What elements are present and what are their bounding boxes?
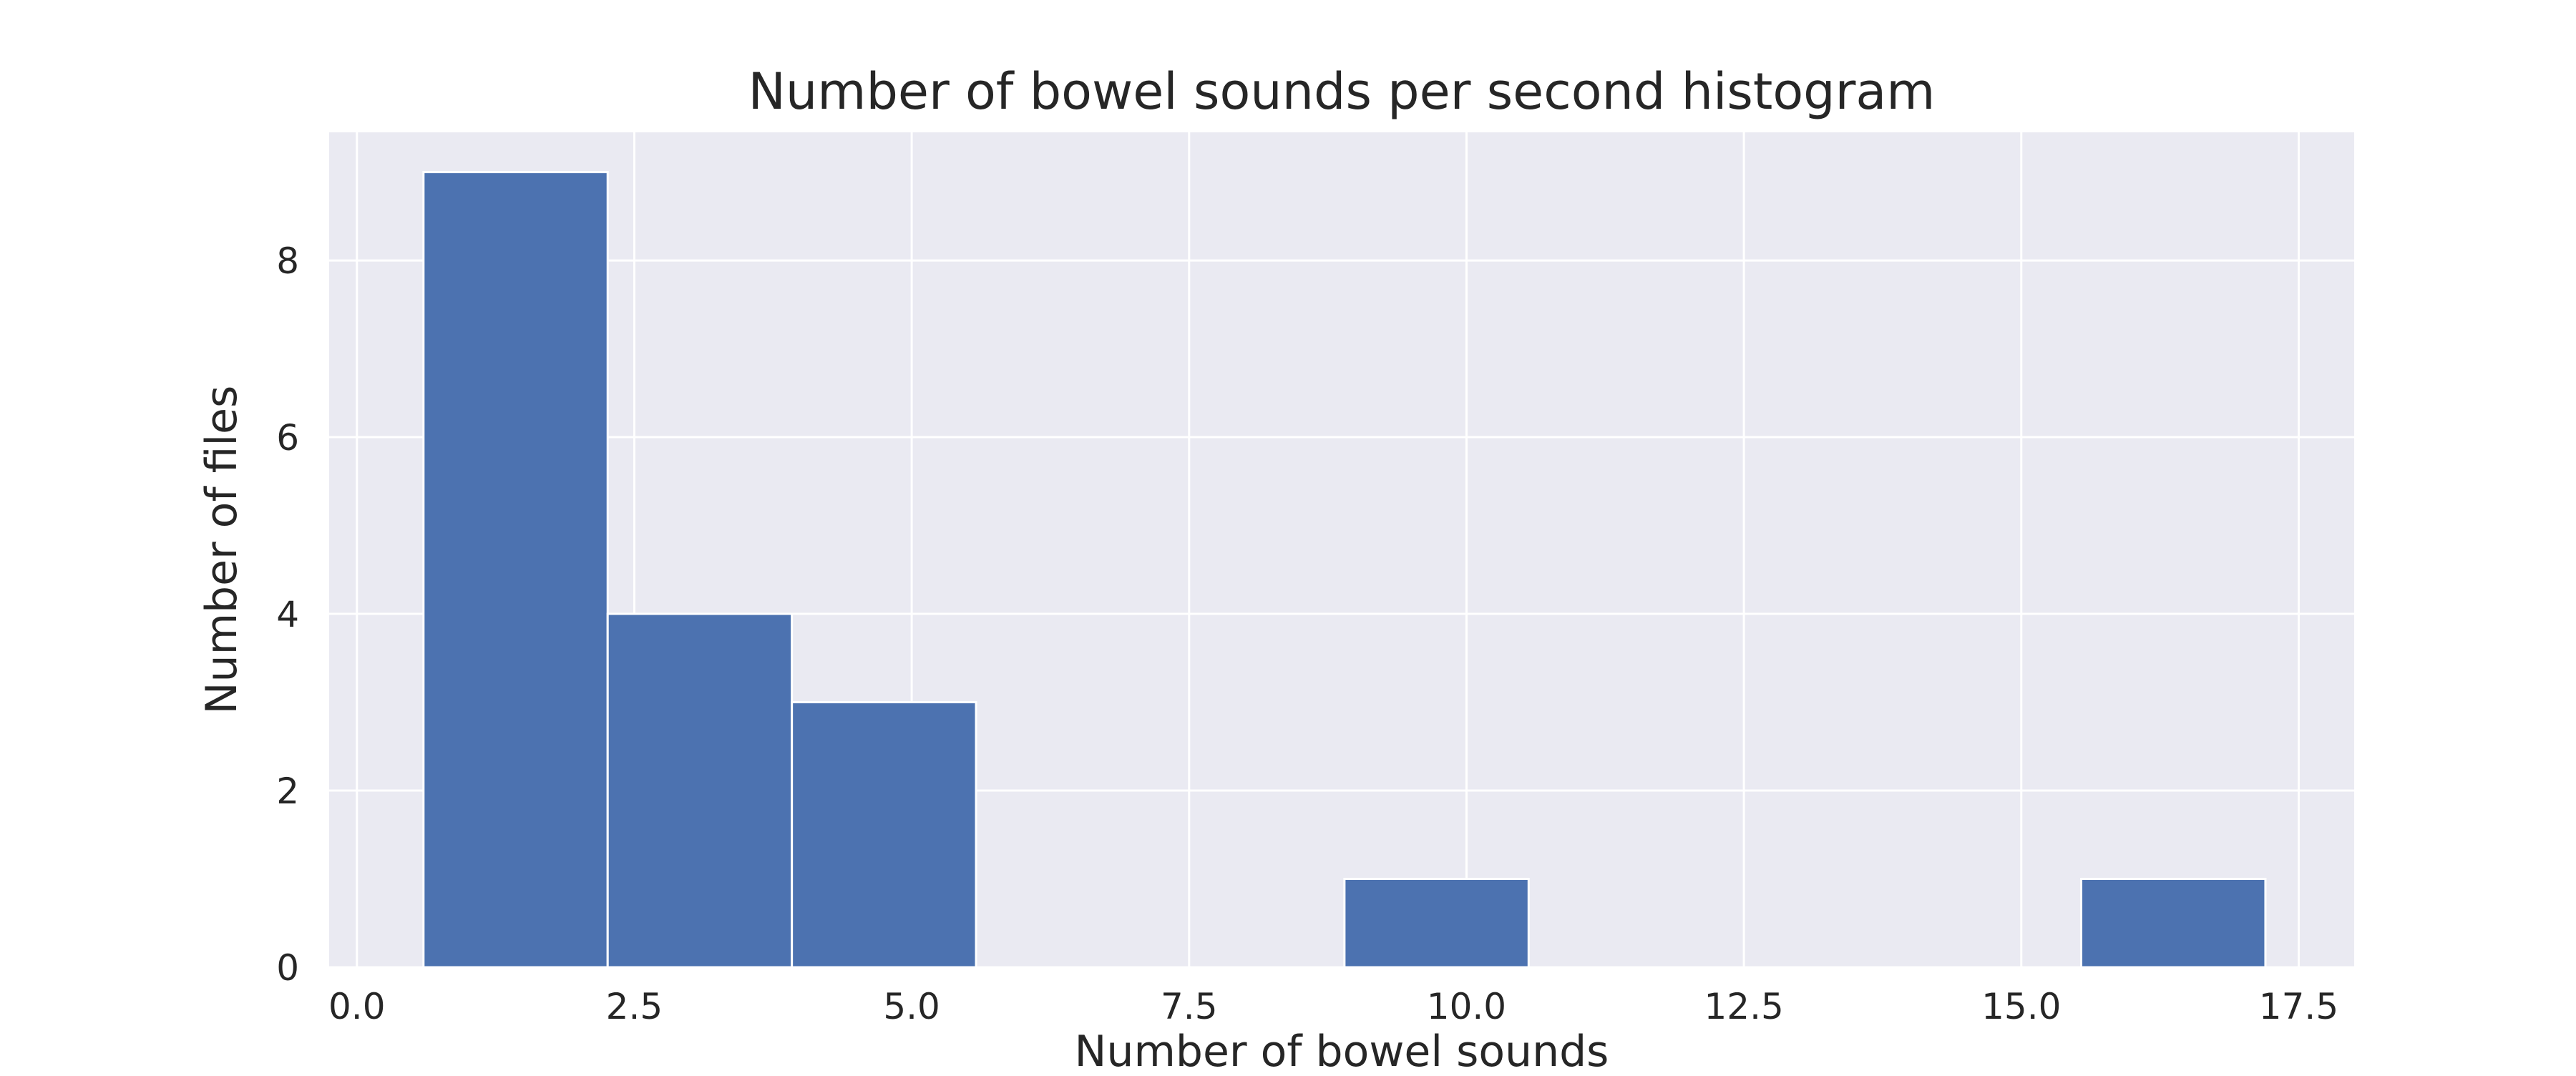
y-tick-label-4: 8 xyxy=(276,240,299,282)
x-tick-label-7: 17.5 xyxy=(2259,986,2338,1027)
y-tick-label-1: 2 xyxy=(276,771,299,812)
y-axis-title: Number of files xyxy=(197,386,247,715)
histogram-bar-0 xyxy=(422,171,609,969)
x-tick-label-1: 2.5 xyxy=(606,986,663,1027)
chart-title: Number of bowel sounds per second histog… xyxy=(748,62,1936,121)
x-tick-label-3: 7.5 xyxy=(1161,986,1218,1027)
y-tick-label-2: 4 xyxy=(276,594,299,635)
histogram-bar-2 xyxy=(791,701,977,969)
histogram-bar-1 xyxy=(606,612,794,969)
histogram-bar-5 xyxy=(1343,878,1530,969)
x-tick-label-5: 12.5 xyxy=(1704,986,1783,1027)
histogram-bars xyxy=(422,171,2267,969)
x-tick-label-4: 10.0 xyxy=(1427,986,1506,1027)
histogram-bar-9 xyxy=(2080,878,2267,969)
x-tick-label-2: 5.0 xyxy=(883,986,940,1027)
y-tick-label-0: 0 xyxy=(276,947,299,989)
x-axis-ticks: 0.0 2.5 5.0 7.5 10.0 12.5 15.0 17.5 xyxy=(328,986,2338,1027)
x-tick-label-0: 0.0 xyxy=(328,986,386,1027)
y-tick-label-3: 6 xyxy=(276,417,299,459)
x-tick-label-6: 15.0 xyxy=(1981,986,2061,1027)
y-axis-ticks: 0 2 4 6 8 xyxy=(276,240,299,989)
x-axis-title: Number of bowel sounds xyxy=(1075,1027,1609,1073)
